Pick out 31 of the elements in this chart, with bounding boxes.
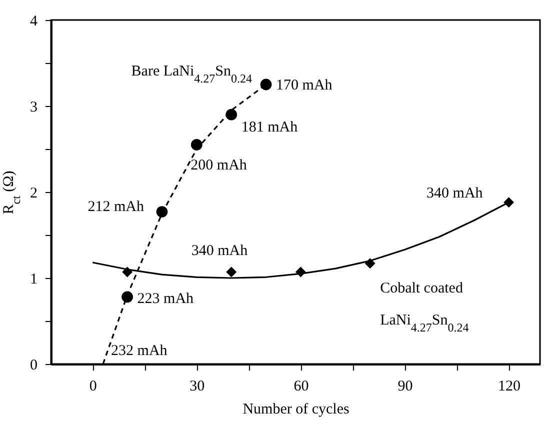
point xyxy=(260,78,272,90)
x-tick-label: 60 xyxy=(294,378,309,394)
annotation: 223 mAh xyxy=(137,290,194,307)
point xyxy=(504,197,514,208)
annotation: 200 mAh xyxy=(190,158,248,174)
y-tick-label: 2 xyxy=(30,186,38,202)
annotation: 181 mAh xyxy=(241,120,298,136)
point xyxy=(122,291,133,303)
point xyxy=(156,206,168,218)
series-label: Cobalt coated LaNi$_{4.27}$Sn$_{0.24}$ xyxy=(380,280,469,334)
point xyxy=(295,266,306,278)
x-tick-label: 120 xyxy=(498,378,521,394)
y-tick-label: 0 xyxy=(30,358,38,374)
y-tick-label: 3 xyxy=(30,100,38,116)
y-tick-label: 4 xyxy=(30,14,38,30)
point xyxy=(190,139,202,150)
point xyxy=(364,258,376,269)
annotation: 232 mAh xyxy=(111,343,168,359)
annotation: 340 mAh xyxy=(191,242,248,259)
annotation: 340 mAh xyxy=(426,185,484,202)
point xyxy=(226,108,238,120)
x-tick-label: 30 xyxy=(190,378,205,394)
point xyxy=(122,266,133,278)
annotation: 212 mAh xyxy=(88,198,144,215)
annotation: 170 mAh xyxy=(276,78,333,94)
x-tick-label: 90 xyxy=(398,378,413,394)
y-tick-label: 1 xyxy=(30,272,38,288)
series-label: Bare LaNi$_{4.27}$Sn$_{0.24}$ xyxy=(131,64,252,86)
x-axis-title: Number of cycles xyxy=(242,402,350,418)
point xyxy=(226,266,237,278)
x-tick-label: 0 xyxy=(89,378,97,394)
